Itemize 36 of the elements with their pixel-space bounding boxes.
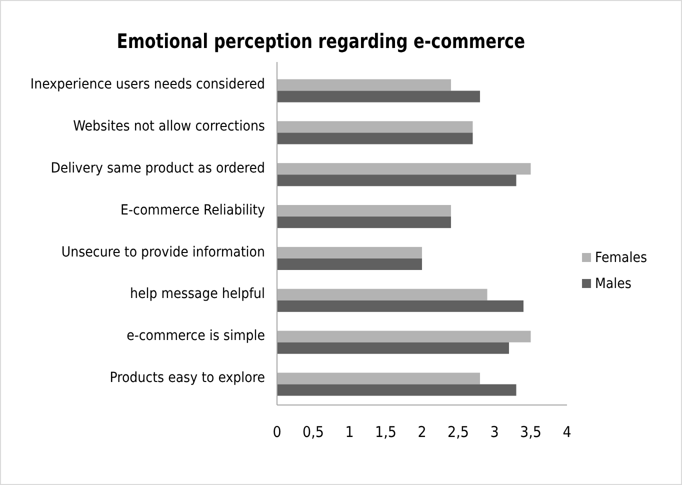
bar	[277, 174, 516, 186]
bar	[277, 342, 509, 354]
bar	[277, 300, 524, 312]
bar	[277, 121, 473, 133]
x-tick-label: 0	[272, 423, 282, 441]
bar	[277, 205, 451, 217]
y-tick-label: Inexperience users needs considered	[30, 76, 265, 93]
y-tick-label: Unsecure to provide information	[61, 244, 265, 260]
bar	[277, 246, 422, 258]
bar	[277, 372, 480, 384]
bar	[277, 288, 488, 300]
bar	[277, 330, 531, 342]
y-tick-label: Delivery same product as ordered	[50, 160, 265, 176]
bar	[277, 258, 422, 270]
y-tick-label: help message helpful	[130, 286, 265, 302]
y-tick-label: e-commerce is simple	[126, 328, 266, 344]
bar	[277, 132, 473, 144]
x-tick-label: 2	[418, 423, 426, 441]
y-tick-label: Websites not allow corrections	[73, 118, 265, 135]
bar	[277, 163, 531, 175]
chart-title: Emotional perception regarding e-commerce	[116, 30, 526, 54]
x-tick-label: 0,5	[302, 423, 324, 441]
y-tick-label: E-commerce Reliability	[120, 202, 266, 218]
x-tick-label: 1	[345, 423, 354, 441]
x-tick-label: 3	[490, 423, 499, 441]
bar	[277, 90, 480, 102]
x-tick-label: 1,5	[375, 423, 396, 441]
legend-label: Males	[595, 276, 632, 292]
x-tick-label: 2,5	[448, 423, 469, 441]
legend-label: Females	[595, 250, 648, 266]
y-tick-label: Products easy to explore	[110, 370, 266, 386]
x-tick-label: 3,5	[520, 423, 542, 441]
x-tick-label: 4	[562, 423, 572, 441]
bar	[277, 79, 451, 91]
bar	[277, 384, 516, 396]
bar	[277, 216, 451, 228]
